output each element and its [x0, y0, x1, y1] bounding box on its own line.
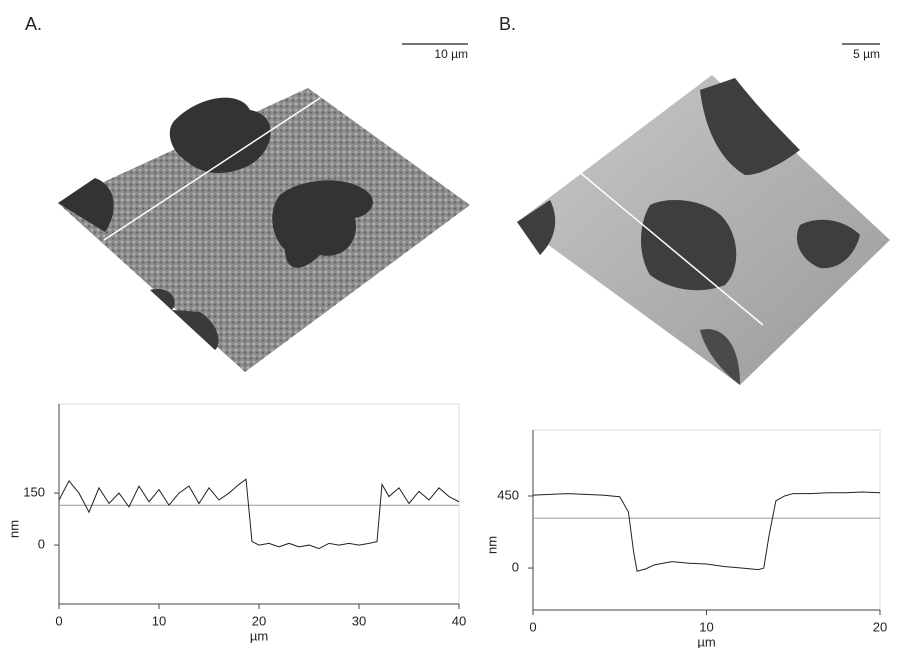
y-axis-label: nm	[484, 536, 499, 554]
panel-label: A.	[25, 14, 42, 34]
x-tick-label: 30	[352, 613, 366, 628]
y-tick-label: 0	[512, 559, 519, 574]
x-axis-label: µm	[697, 634, 715, 648]
scale-bar-label: 10 µm	[434, 47, 468, 61]
x-tick-label: 10	[699, 619, 713, 634]
profile-line	[58, 478, 460, 550]
profile-line	[532, 491, 881, 572]
x-tick-label: 0	[55, 613, 62, 628]
x-axis-label: µm	[250, 628, 268, 643]
x-tick-label: 10	[152, 613, 166, 628]
x-tick-label: 20	[252, 613, 266, 628]
x-tick-label: 20	[873, 619, 887, 634]
y-tick-label: 150	[23, 485, 45, 500]
plot-frame	[58, 403, 460, 605]
scale-bar-label: 5 µm	[853, 47, 880, 61]
x-tick-label: 0	[529, 619, 536, 634]
plot-frame	[532, 429, 881, 611]
y-tick-label: 450	[497, 487, 519, 502]
afm-image-a	[58, 88, 470, 372]
x-tick-label: 40	[452, 613, 466, 628]
afm-image-b	[517, 75, 890, 385]
y-axis-label: nm	[6, 520, 21, 538]
y-tick-label: 0	[38, 537, 45, 552]
panel-label: B.	[499, 14, 516, 34]
